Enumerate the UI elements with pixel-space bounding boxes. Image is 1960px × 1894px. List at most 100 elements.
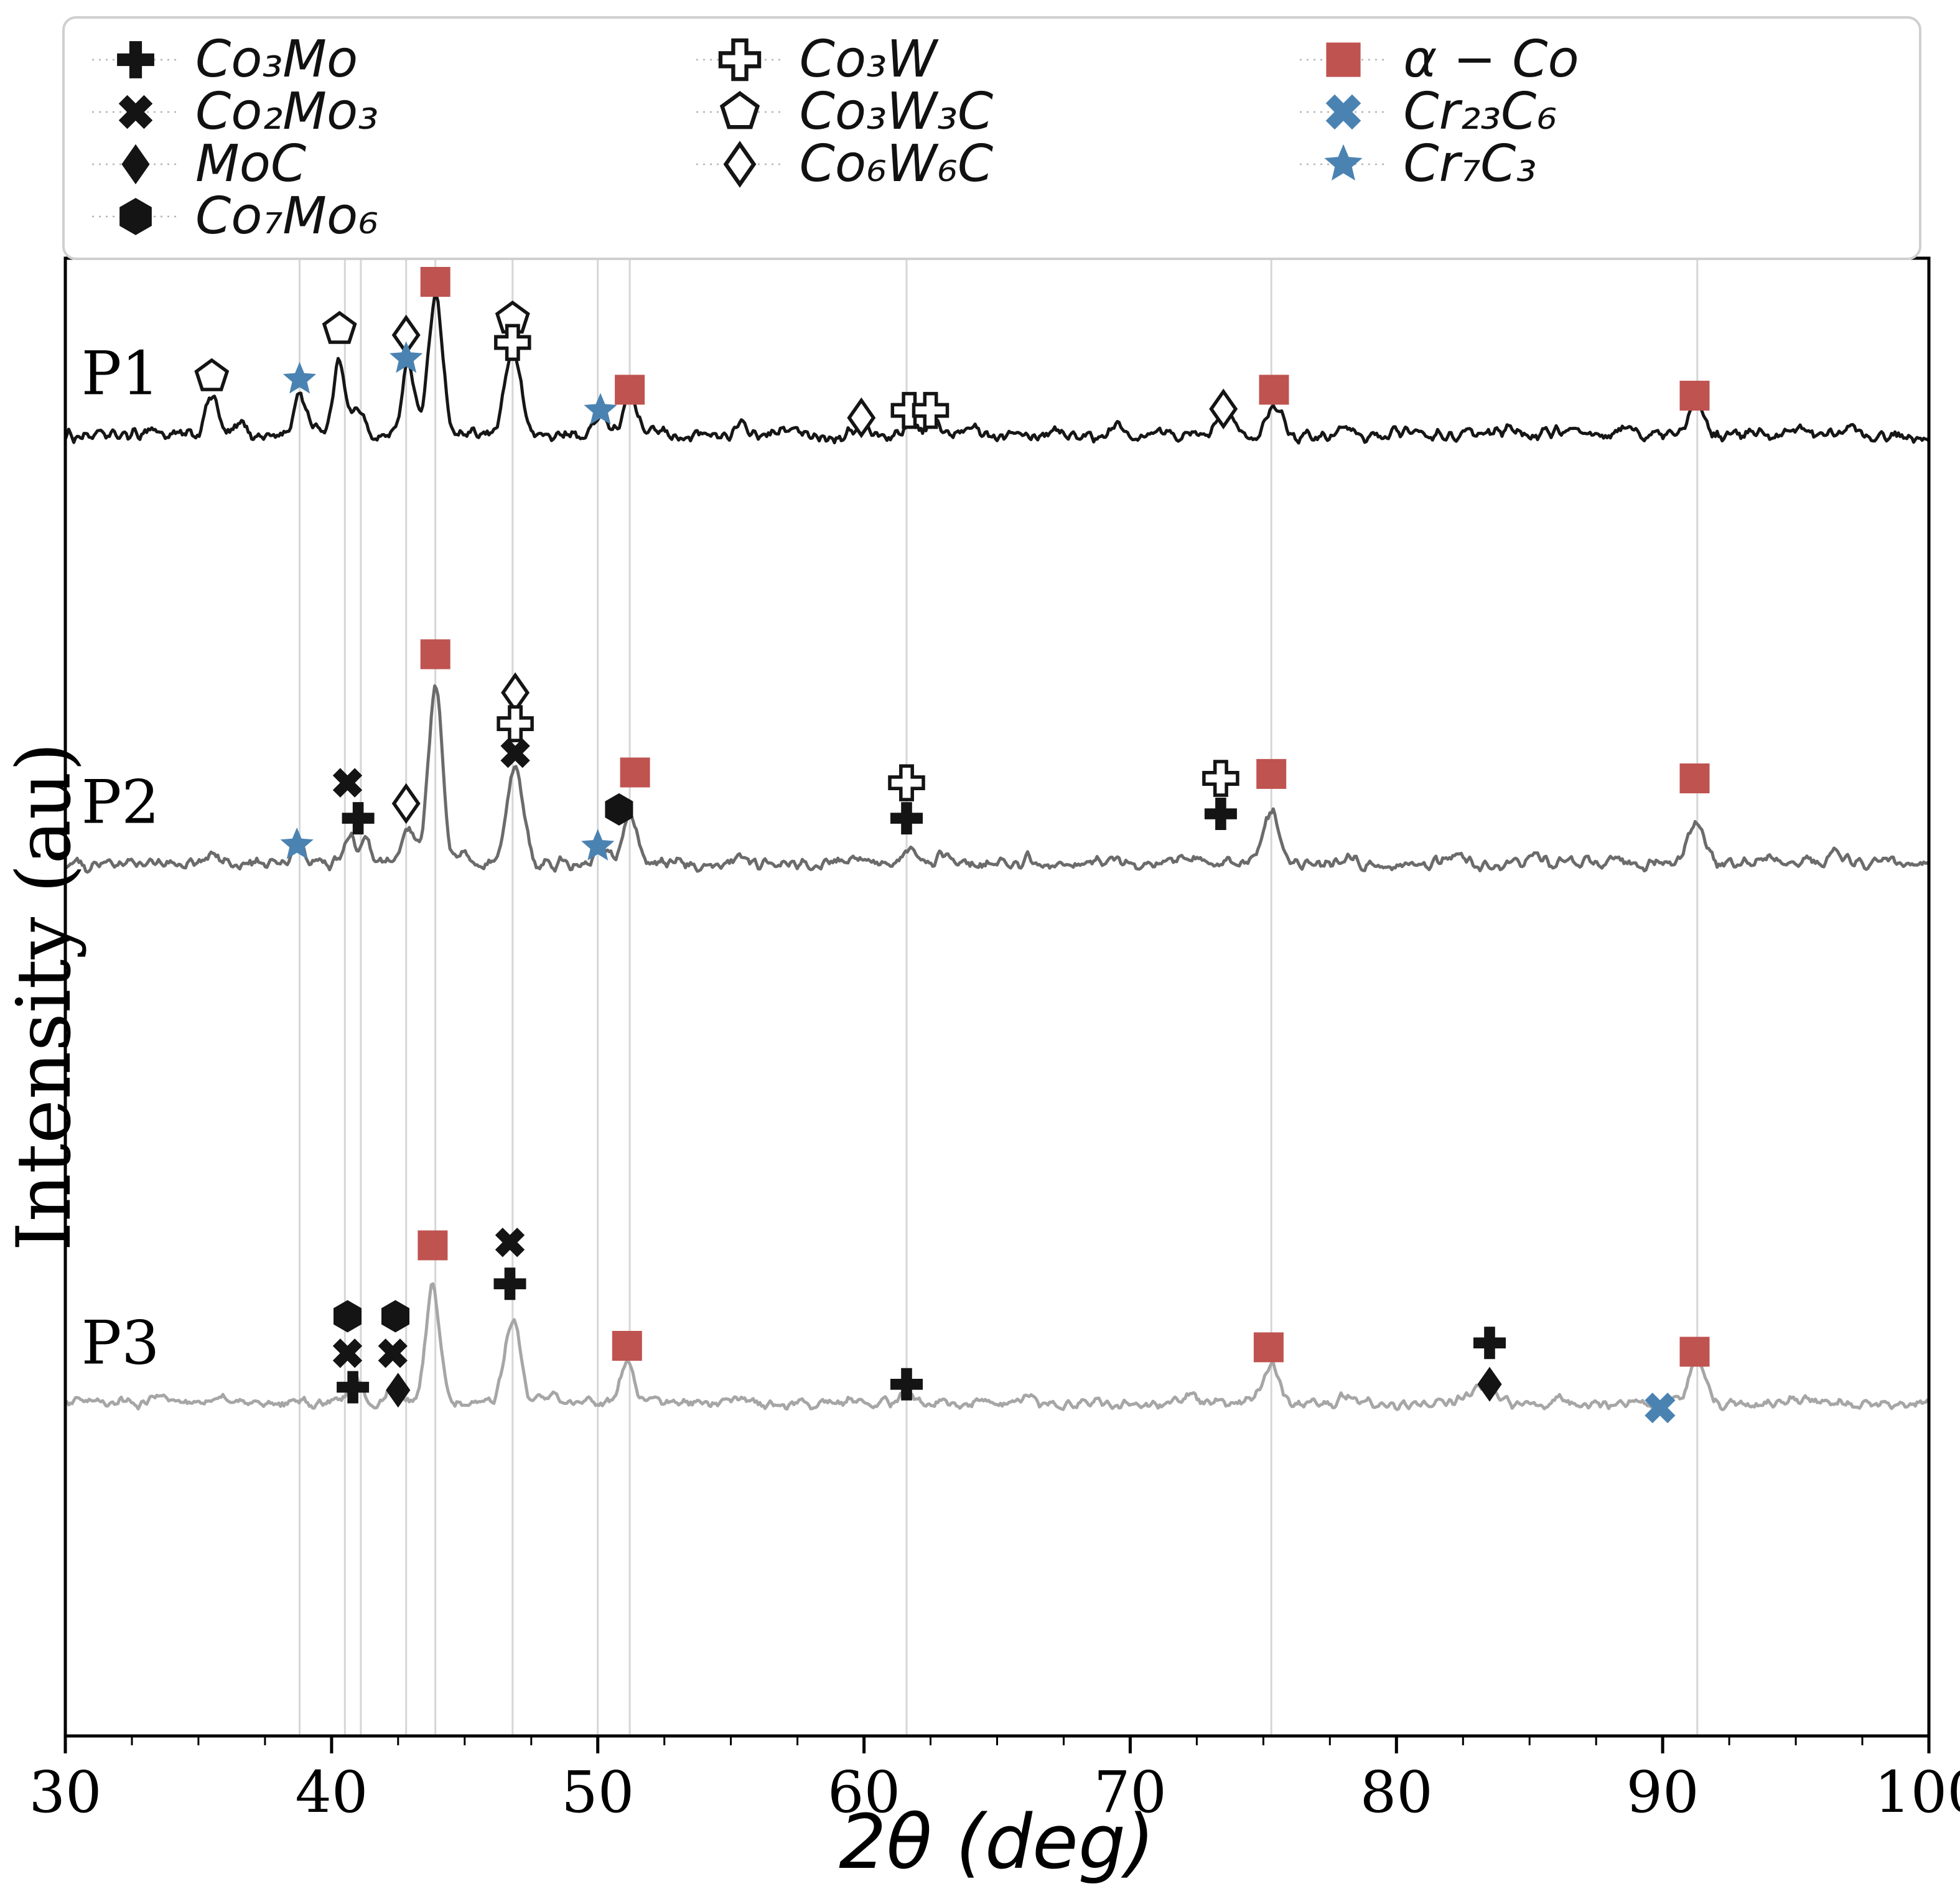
open-diamond-icon bbox=[847, 397, 876, 439]
red-square-icon bbox=[615, 375, 645, 405]
x-tick-label: 30 bbox=[29, 1759, 101, 1826]
traces bbox=[65, 294, 1929, 1412]
filled-x-icon bbox=[118, 95, 153, 129]
red-square-icon bbox=[420, 267, 450, 297]
legend-item-co3w: Co₃W bbox=[690, 34, 1294, 86]
open-diamond-icon bbox=[1209, 388, 1238, 430]
gridlines bbox=[299, 258, 1699, 1736]
legend-column-1: Co₃Mo Co₂Mo₃ MoC Co₇Mo₆ bbox=[86, 34, 690, 243]
legend-label: Cr₂₃C₆ bbox=[1403, 82, 1557, 141]
red-square-icon bbox=[418, 1230, 448, 1261]
x-tick-label: 40 bbox=[295, 1759, 368, 1826]
red-square-icon bbox=[1326, 42, 1361, 77]
legend-item-cr23c6: Cr₂₃C₆ bbox=[1294, 86, 1898, 138]
filled-diamond-icon bbox=[92, 144, 179, 185]
legend-item-cr7c3: Cr₇C₃ bbox=[1294, 138, 1898, 190]
filled-diamond-icon bbox=[386, 1373, 411, 1408]
open-diamond-icon bbox=[696, 141, 783, 188]
open-plus-icon bbox=[1202, 760, 1239, 797]
red-square-icon bbox=[420, 639, 450, 669]
open-diamond-icon bbox=[391, 783, 421, 824]
open-plus-icon bbox=[696, 38, 783, 82]
blue-star-icon bbox=[280, 827, 314, 859]
blue-star-icon bbox=[584, 393, 617, 425]
x-tick-label: 60 bbox=[828, 1759, 900, 1826]
legend-item-co6w6c: Co₆W₆C bbox=[690, 138, 1294, 190]
filled-plus-icon bbox=[1473, 1327, 1506, 1360]
x-tick-label: 70 bbox=[1094, 1759, 1167, 1826]
red-square-icon bbox=[1679, 380, 1710, 411]
blue-star-icon bbox=[1324, 144, 1363, 181]
trace-P2 bbox=[65, 684, 1929, 874]
legend-item-alpha-co: α − Co bbox=[1294, 34, 1898, 86]
legend-label: Co₆W₆C bbox=[799, 134, 994, 194]
legend-item-co7mo6: Co₇Mo₆ bbox=[86, 190, 690, 243]
y-axis-label: Intensity (au) bbox=[1, 742, 88, 1251]
legend: Co₃Mo Co₂Mo₃ MoC Co₇Mo₆ Co₃W Co₃W₃C Co₆W₆C α − … bbox=[62, 16, 1921, 260]
filled-x-icon bbox=[495, 1228, 525, 1257]
legend-label: Co₃W₃C bbox=[799, 82, 994, 141]
blue-star-icon bbox=[581, 829, 615, 861]
filled-plus-icon bbox=[117, 41, 154, 78]
red-square-icon bbox=[1256, 758, 1287, 789]
x-axis-label: 2θ (deg) bbox=[839, 1799, 1155, 1886]
legend-label: Co₃W bbox=[799, 30, 938, 89]
open-diamond-icon bbox=[723, 141, 757, 188]
filled-x-icon bbox=[332, 1338, 363, 1368]
filled-diamond-icon bbox=[1477, 1366, 1502, 1402]
legend-item-co3mo: Co₃Mo bbox=[86, 34, 690, 86]
x-tick-label: 50 bbox=[561, 1759, 634, 1826]
legend-item-co3w3c: Co₃W₃C bbox=[690, 86, 1294, 138]
legend-label: α − Co bbox=[1403, 30, 1579, 89]
blue-x-icon bbox=[1326, 94, 1361, 130]
filled-diamond-icon bbox=[121, 144, 150, 185]
open-pentagon-icon bbox=[194, 358, 230, 391]
filled-hexagon-icon bbox=[605, 793, 633, 826]
filled-hexagon-icon bbox=[92, 198, 179, 235]
trace-label-P1: P1 bbox=[82, 339, 160, 409]
x-tick-label: 80 bbox=[1360, 1759, 1433, 1826]
open-pentagon-icon bbox=[696, 91, 783, 129]
open-plus-icon bbox=[718, 38, 761, 82]
blue-star-icon bbox=[390, 341, 423, 373]
filled-x-icon bbox=[378, 1338, 408, 1368]
trace-label-P2: P2 bbox=[82, 767, 160, 837]
filled-plus-icon bbox=[342, 802, 375, 835]
trace-label-P3: P3 bbox=[82, 1309, 160, 1378]
red-square-icon bbox=[1300, 42, 1388, 77]
legend-column-3: α − Co Cr₂₃C₆ Cr₇C₃ bbox=[1294, 34, 1898, 243]
filled-plus-icon bbox=[890, 802, 923, 835]
trace-labels: P1 P2 P3 bbox=[82, 339, 160, 1378]
filled-plus-icon bbox=[1204, 798, 1237, 830]
filled-hexagon-icon bbox=[119, 198, 152, 235]
open-pentagon-icon bbox=[322, 310, 357, 344]
legend-item-co2mo3: Co₂Mo₃ bbox=[86, 86, 690, 138]
legend-label: Co₂Mo₃ bbox=[195, 82, 379, 141]
legend-label: Co₇Mo₆ bbox=[195, 187, 379, 246]
open-plus-icon bbox=[912, 391, 950, 429]
legend-label: MoC bbox=[195, 134, 307, 194]
legend-label: Co₃Mo bbox=[195, 30, 358, 89]
red-square-icon bbox=[612, 1331, 642, 1361]
x-tick-label: 90 bbox=[1626, 1759, 1699, 1826]
blue-star-icon bbox=[1300, 144, 1388, 181]
open-plus-icon bbox=[494, 324, 531, 362]
legend-column-2: Co₃W Co₃W₃C Co₆W₆C bbox=[690, 34, 1294, 243]
phase-markers bbox=[194, 267, 1710, 1424]
x-tick-label: 100 bbox=[1874, 1759, 1960, 1826]
red-square-icon bbox=[1679, 1337, 1710, 1367]
red-square-icon bbox=[1679, 763, 1710, 793]
open-diamond-icon bbox=[501, 672, 530, 714]
filled-plus-icon bbox=[493, 1267, 526, 1300]
red-square-icon bbox=[1259, 375, 1289, 405]
trace-P1 bbox=[65, 294, 1929, 445]
filled-plus-icon bbox=[337, 1371, 370, 1404]
axes: 30 40 50 60 70 80 90 100 bbox=[29, 256, 1960, 1826]
filled-hexagon-icon bbox=[381, 1300, 409, 1333]
legend-label: Cr₇C₃ bbox=[1403, 134, 1537, 194]
blue-x-icon bbox=[1645, 1393, 1676, 1424]
filled-x-icon bbox=[92, 95, 179, 129]
filled-plus-icon bbox=[890, 1368, 923, 1401]
filled-x-icon bbox=[500, 738, 530, 768]
